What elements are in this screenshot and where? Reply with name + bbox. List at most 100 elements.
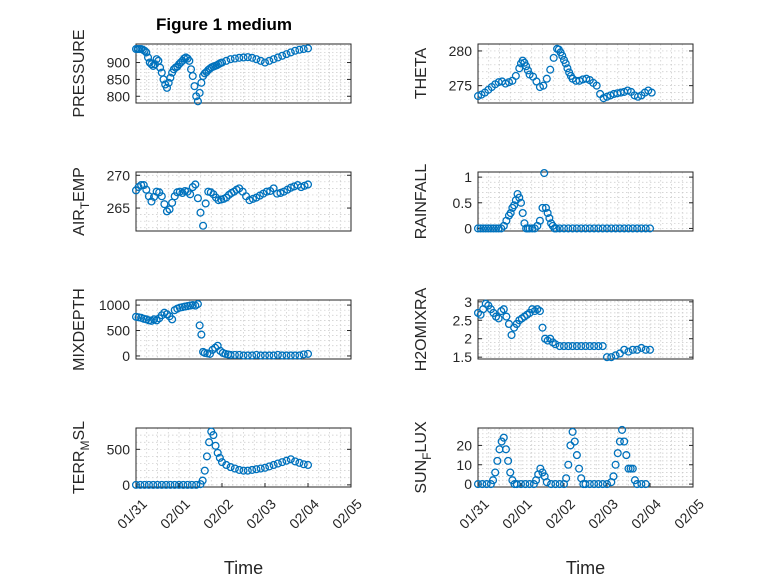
data-point (188, 183, 197, 192)
data-point (538, 203, 547, 212)
data-point (222, 460, 231, 470)
data-point (256, 464, 265, 473)
data-point (260, 463, 270, 472)
x-tick-label: 02/04 (286, 496, 322, 532)
data-point (538, 468, 547, 477)
data-point (516, 480, 526, 489)
data-point (515, 64, 524, 73)
data-point (489, 224, 498, 233)
data-point (611, 351, 620, 360)
data-point (239, 53, 248, 62)
data-point (630, 476, 639, 485)
y-tick-label: 265 (107, 200, 131, 216)
data-point (645, 224, 655, 233)
data-point (269, 55, 278, 64)
data-point (157, 480, 166, 489)
data-point (633, 224, 642, 233)
data-point (213, 448, 222, 457)
x-tick-label: 02/03 (585, 496, 621, 532)
data-point (265, 56, 274, 65)
data-point (286, 351, 295, 360)
data-point (473, 224, 483, 233)
x-tick-label: 02/04 (628, 496, 664, 532)
data-point (191, 180, 200, 189)
data-point (193, 300, 202, 309)
data-point (215, 453, 224, 462)
data-point (590, 224, 599, 233)
data-point (187, 480, 196, 489)
data-point (541, 203, 550, 212)
data-point (488, 476, 498, 485)
data-point (153, 480, 162, 489)
data-point (211, 193, 221, 202)
data-point (205, 438, 214, 447)
data-point (278, 51, 287, 60)
x-tick-label: 02/02 (200, 496, 236, 532)
data-point (482, 480, 491, 489)
data-point (269, 351, 278, 360)
data-point (192, 480, 201, 489)
data-point (235, 350, 244, 359)
data-point (162, 83, 172, 92)
x-axis-label: Time (224, 558, 263, 578)
data-point (299, 350, 308, 359)
data-point (252, 55, 261, 64)
y-tick-label: 1.5 (453, 349, 473, 365)
data-point (506, 208, 515, 218)
data-point (165, 205, 174, 214)
data-point (260, 58, 270, 67)
y-tick-label: 2.5 (453, 312, 473, 328)
data-point (262, 187, 271, 196)
data-point (202, 452, 212, 461)
data-point (136, 480, 145, 489)
data-point (144, 480, 153, 489)
data-point (555, 342, 564, 351)
data-point (494, 314, 503, 323)
data-point (577, 224, 586, 233)
data-point (230, 54, 239, 63)
data-point (486, 224, 495, 233)
data-point (540, 168, 549, 178)
x-tick-label: 01/31 (114, 496, 150, 532)
data-point (142, 48, 151, 57)
data-point (188, 71, 197, 81)
data-point (617, 425, 627, 434)
data-point (179, 480, 188, 489)
data-point (574, 464, 584, 473)
data-point (201, 199, 210, 208)
data-point (602, 480, 612, 489)
data-point (647, 88, 656, 97)
data-point (542, 74, 551, 83)
data-point (572, 451, 581, 460)
data-point (286, 455, 295, 464)
data-point (209, 431, 218, 440)
data-point (510, 201, 519, 210)
data-point (226, 463, 235, 472)
data-point (637, 224, 646, 233)
data-point (570, 437, 579, 446)
data-point (609, 472, 618, 481)
data-point (535, 216, 544, 225)
data-point (564, 460, 573, 469)
data-point (581, 224, 590, 233)
data-point (140, 480, 149, 489)
data-point (239, 351, 248, 360)
y-tick-label: 500 (107, 441, 131, 457)
data-point (199, 221, 208, 230)
x-tick-label: 02/02 (542, 496, 578, 532)
data-point (295, 458, 304, 467)
data-point (620, 437, 629, 446)
data-point (222, 193, 231, 202)
data-point (594, 342, 603, 351)
data-point (602, 224, 612, 233)
data-point (282, 351, 291, 360)
data-point (568, 224, 577, 233)
data-point (273, 350, 282, 359)
data-point (162, 480, 171, 489)
data-point (598, 224, 607, 233)
data-point (243, 53, 252, 62)
data-point (142, 185, 151, 194)
data-point (564, 342, 573, 351)
data-point (248, 465, 257, 474)
